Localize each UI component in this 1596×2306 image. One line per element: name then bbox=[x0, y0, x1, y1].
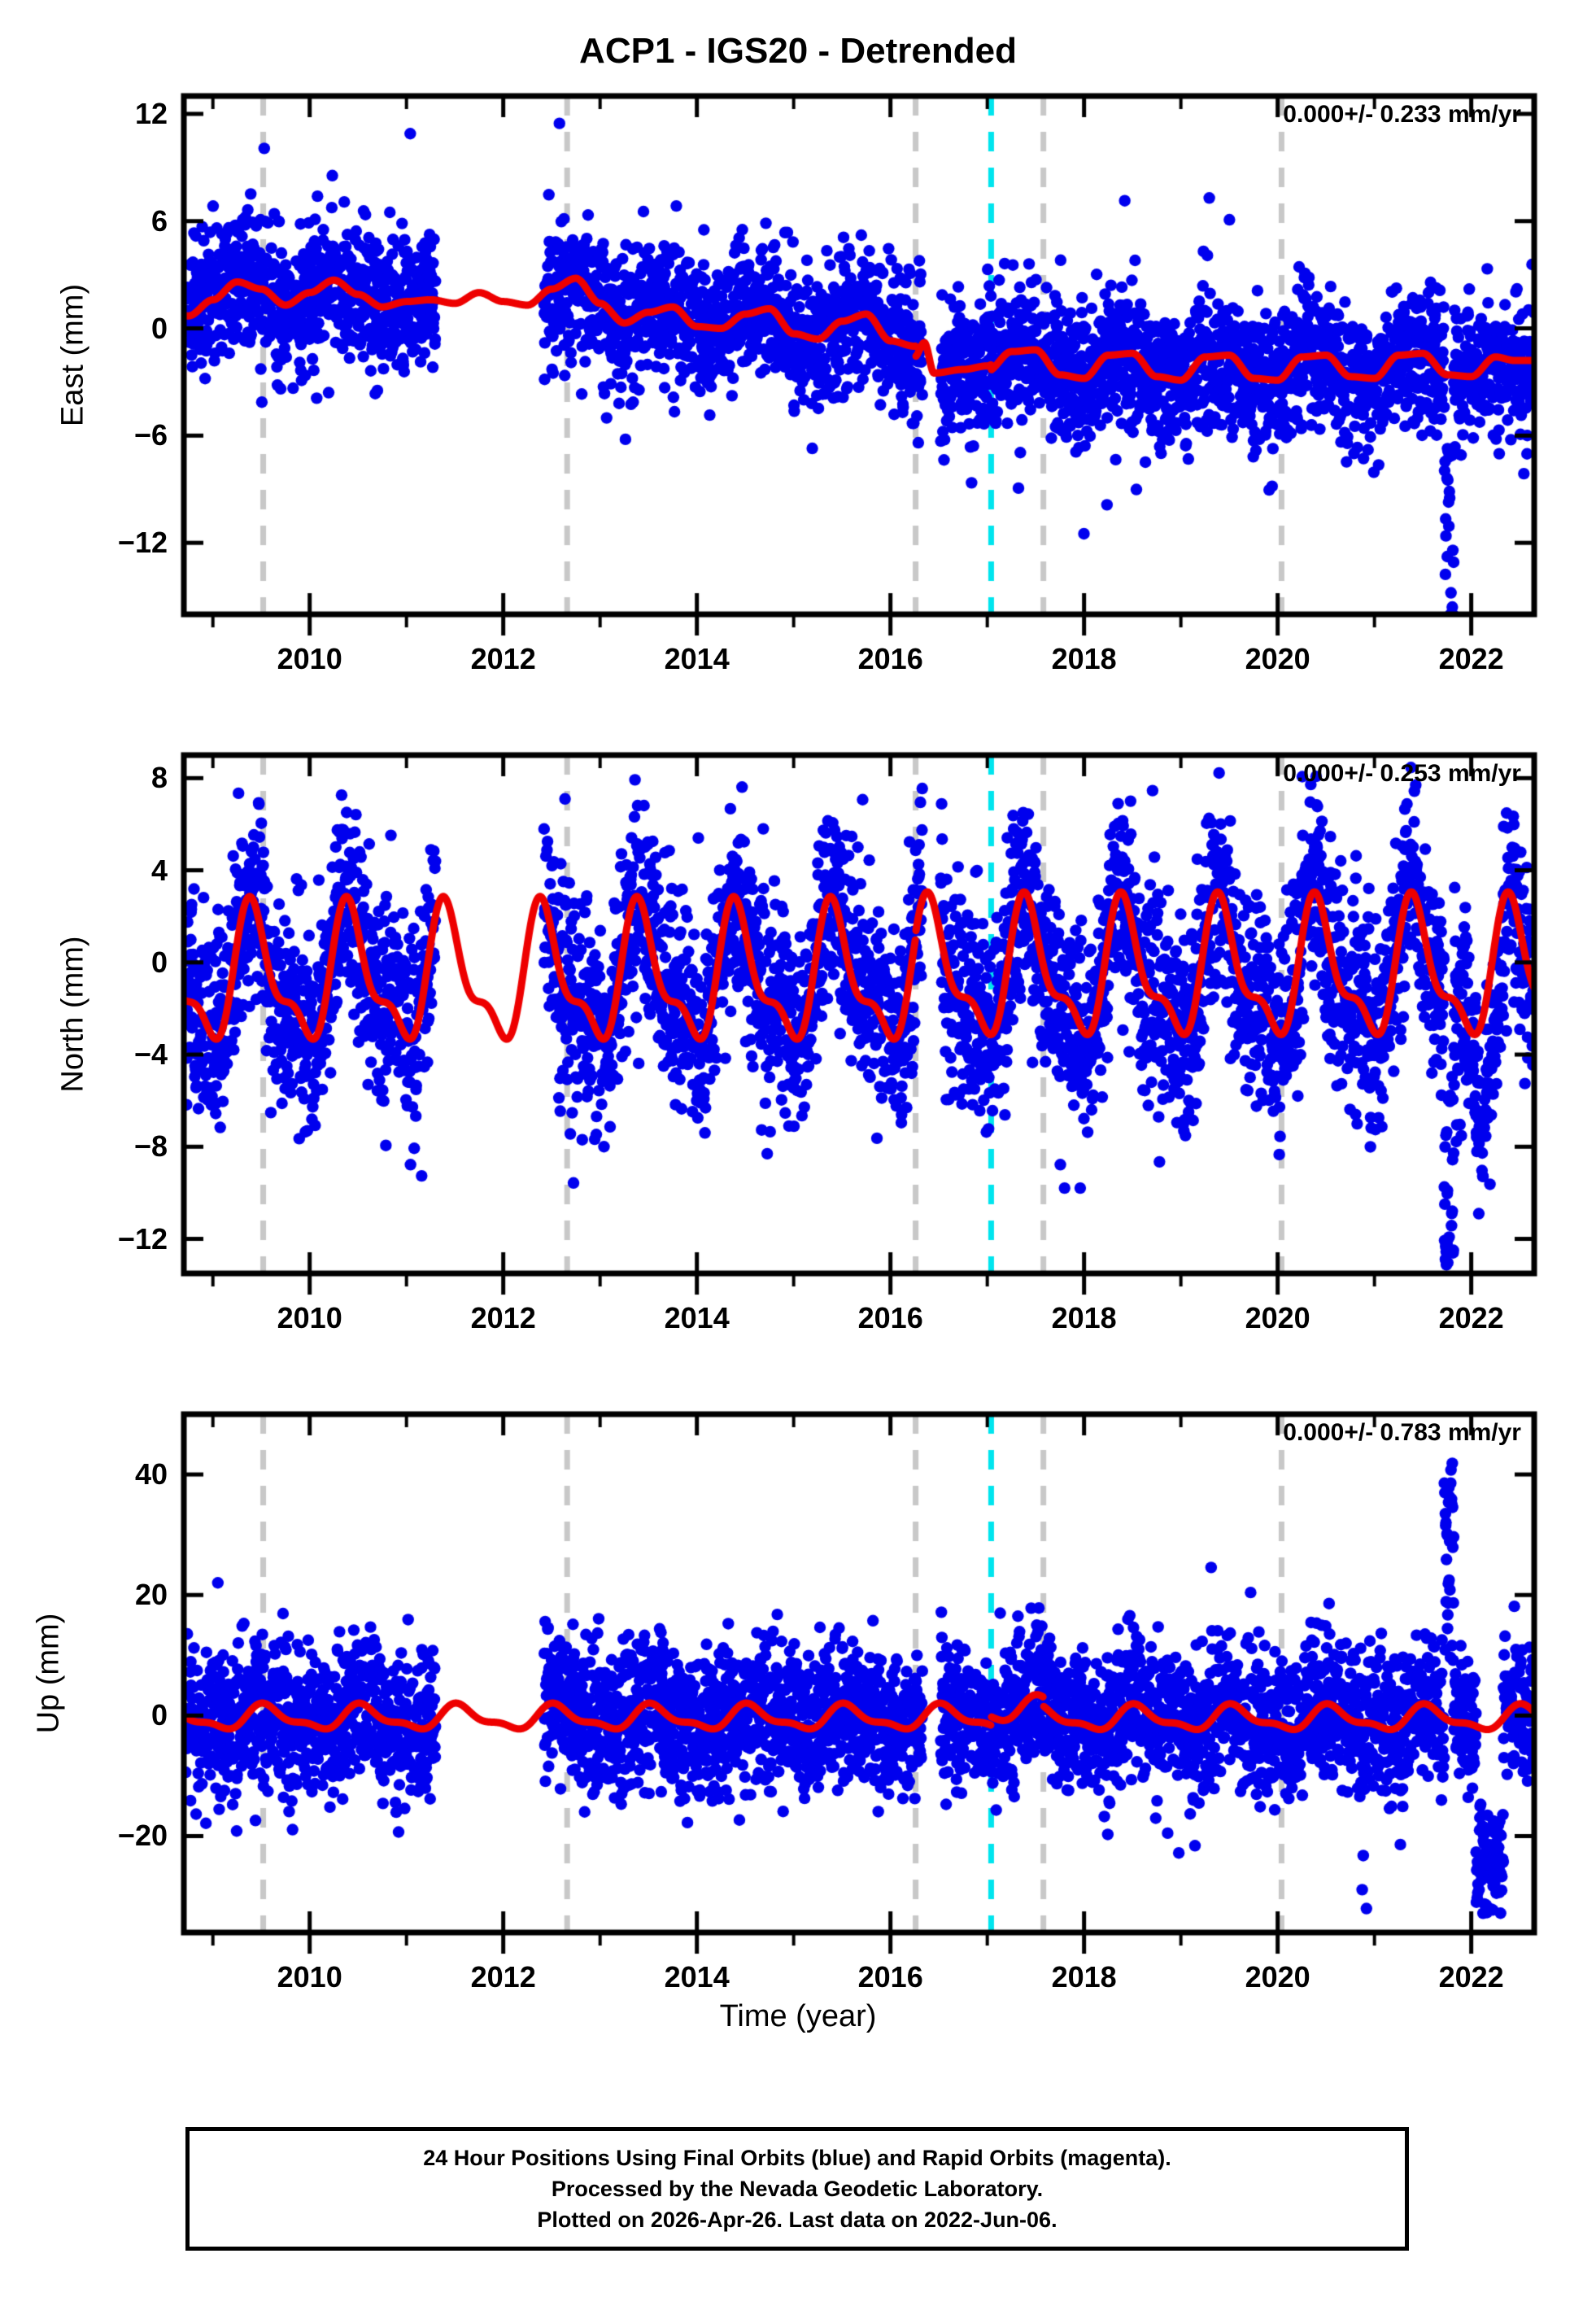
y-axis-label-east: East (mm) bbox=[55, 283, 90, 427]
x-tick-label-north: 2022 bbox=[1438, 1301, 1504, 1334]
y-tick-label-east: 0 bbox=[150, 311, 168, 345]
rate-label-east: 0.000+/- 0.233 mm/yr bbox=[1283, 101, 1521, 128]
x-tick-label-up: 2016 bbox=[857, 1960, 923, 1994]
page-title: ACP1 - IGS20 - Detrended bbox=[579, 31, 1017, 71]
y-tick-label-north: −12 bbox=[117, 1221, 168, 1256]
x-tick-label-north: 2020 bbox=[1245, 1301, 1310, 1334]
y-tick-label-up: −20 bbox=[117, 1819, 168, 1853]
x-tick-label-north: 2012 bbox=[470, 1301, 536, 1334]
x-tick-label-east: 2010 bbox=[277, 642, 342, 675]
y-tick-label-east: −12 bbox=[117, 526, 168, 560]
x-tick-label-up: 2018 bbox=[1051, 1960, 1117, 1994]
x-tick-label-up: 2010 bbox=[277, 1960, 342, 1994]
caption-line-3: Plotted on 2026-Apr-26. Last data on 202… bbox=[537, 2208, 1057, 2233]
y-tick-label-east: 12 bbox=[134, 96, 168, 130]
y-tick-label-north: −4 bbox=[133, 1037, 168, 1072]
x-tick-label-up: 2020 bbox=[1245, 1960, 1310, 1994]
rate-label-up: 0.000+/- 0.783 mm/yr bbox=[1283, 1419, 1521, 1446]
x-tick-label-north: 2010 bbox=[277, 1301, 342, 1334]
x-axis-label: Time (year) bbox=[719, 1999, 877, 2033]
y-tick-label-north: 4 bbox=[150, 853, 168, 887]
x-tick-label-east: 2022 bbox=[1438, 642, 1504, 675]
x-tick-label-east: 2016 bbox=[857, 642, 923, 675]
x-tick-label-up: 2022 bbox=[1438, 1960, 1504, 1994]
y-tick-label-east: −6 bbox=[133, 418, 168, 452]
y-tick-label-up: 0 bbox=[150, 1698, 168, 1732]
y-tick-label-north: 0 bbox=[150, 945, 168, 979]
y-tick-label-up: 40 bbox=[134, 1457, 168, 1491]
rate-label-north: 0.000+/- 0.253 mm/yr bbox=[1283, 760, 1521, 787]
x-tick-label-up: 2012 bbox=[470, 1960, 536, 1994]
y-axis-label-north: North (mm) bbox=[55, 936, 90, 1093]
caption-box: 24 Hour Positions Using Final Orbits (bl… bbox=[185, 2127, 1409, 2251]
x-tick-label-up: 2014 bbox=[664, 1960, 730, 1994]
x-tick-label-east: 2012 bbox=[470, 642, 536, 675]
caption-line-2: Processed by the Nevada Geodetic Laborat… bbox=[551, 2176, 1044, 2201]
x-tick-label-north: 2016 bbox=[857, 1301, 923, 1334]
x-tick-label-east: 2018 bbox=[1051, 642, 1117, 675]
y-axis-label-up: Up (mm) bbox=[31, 1613, 66, 1734]
y-tick-label-east: 6 bbox=[150, 203, 168, 238]
x-tick-label-north: 2018 bbox=[1051, 1301, 1117, 1334]
caption-line-1: 24 Hour Positions Using Final Orbits (bl… bbox=[423, 2145, 1171, 2170]
x-tick-label-east: 2014 bbox=[664, 642, 730, 675]
y-tick-label-north: 8 bbox=[150, 761, 168, 795]
x-tick-label-north: 2014 bbox=[664, 1301, 730, 1334]
x-tick-label-east: 2020 bbox=[1245, 642, 1310, 675]
y-tick-label-up: 20 bbox=[134, 1578, 168, 1612]
y-tick-label-north: −8 bbox=[133, 1129, 168, 1164]
